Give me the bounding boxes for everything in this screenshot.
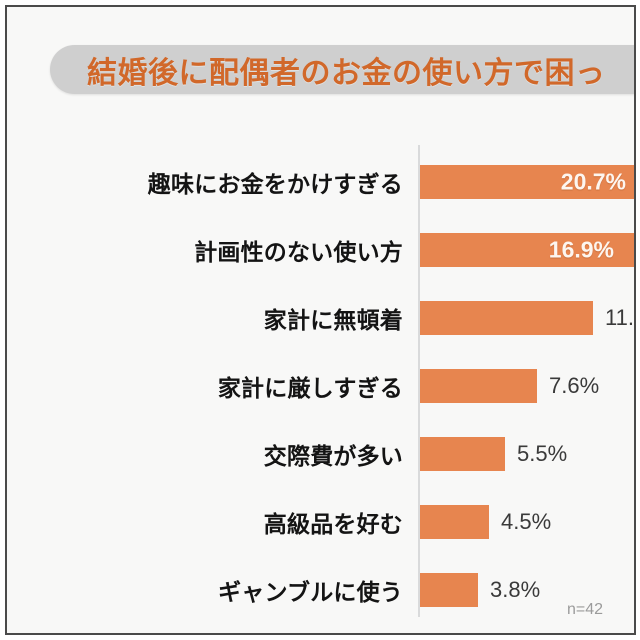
bar-row: 高級品を好む 4.5% <box>7 505 634 539</box>
bar: 16.9% <box>420 233 634 267</box>
bar-row: 家計に無頓着 11.2 <box>7 301 634 335</box>
bar-category-label: ギャンブルに使う <box>218 579 403 605</box>
bar-value-label: 4.5% <box>501 509 552 534</box>
bar-category-label: 交際費が多い <box>263 443 403 469</box>
bar-value-label: 7.6% <box>549 373 600 398</box>
bar <box>420 301 593 335</box>
bar-row: 交際費が多い 5.5% <box>7 437 634 471</box>
bar-value-label: 11.2 <box>605 305 634 330</box>
bar-category-label: 家計に厳しすぎる <box>217 375 403 401</box>
bar-row: 趣味にお金をかけすぎる 20.7% <box>7 165 634 199</box>
bar-value-label: 20.7% <box>560 168 626 195</box>
bar-row: 家計に厳しすぎる 7.6% <box>7 369 634 403</box>
bar-row: ギャンブルに使う 3.8% <box>7 573 634 607</box>
bar-value-label: 16.9% <box>548 236 614 263</box>
bar-row: 計画性のない使い方 16.9% <box>7 233 634 267</box>
bar: 20.7% <box>420 165 634 199</box>
category-axis-line <box>418 145 420 617</box>
plot-area: 趣味にお金をかけすぎる 20.7% 計画性のない使い方 16.9% 家計に無頓着 11.2… <box>7 127 634 633</box>
bar <box>420 505 489 539</box>
bar-value-label: 5.5% <box>517 441 568 466</box>
bar <box>420 369 537 403</box>
bar <box>420 437 505 471</box>
chart-title: 結婚後に配偶者のお金の使い方で困っ <box>87 56 606 90</box>
bar-category-label: 高級品を好む <box>263 511 403 537</box>
bar-value-label: 3.8% <box>490 577 541 602</box>
sample-size-note: n=42 <box>567 601 604 618</box>
title-pill: 結婚後に配偶者のお金の使い方で困っ <box>50 45 634 94</box>
bar <box>420 573 478 607</box>
bar-category-label: 計画性のない使い方 <box>194 239 403 265</box>
bar-category-label: 趣味にお金をかけすぎる <box>147 171 403 197</box>
slide-frame: 結婚後に配偶者のお金の使い方で困っ 趣味にお金をかけすぎる 20.7% 計画性のない… <box>5 5 636 635</box>
bar-category-label: 家計に無頓着 <box>263 307 403 333</box>
